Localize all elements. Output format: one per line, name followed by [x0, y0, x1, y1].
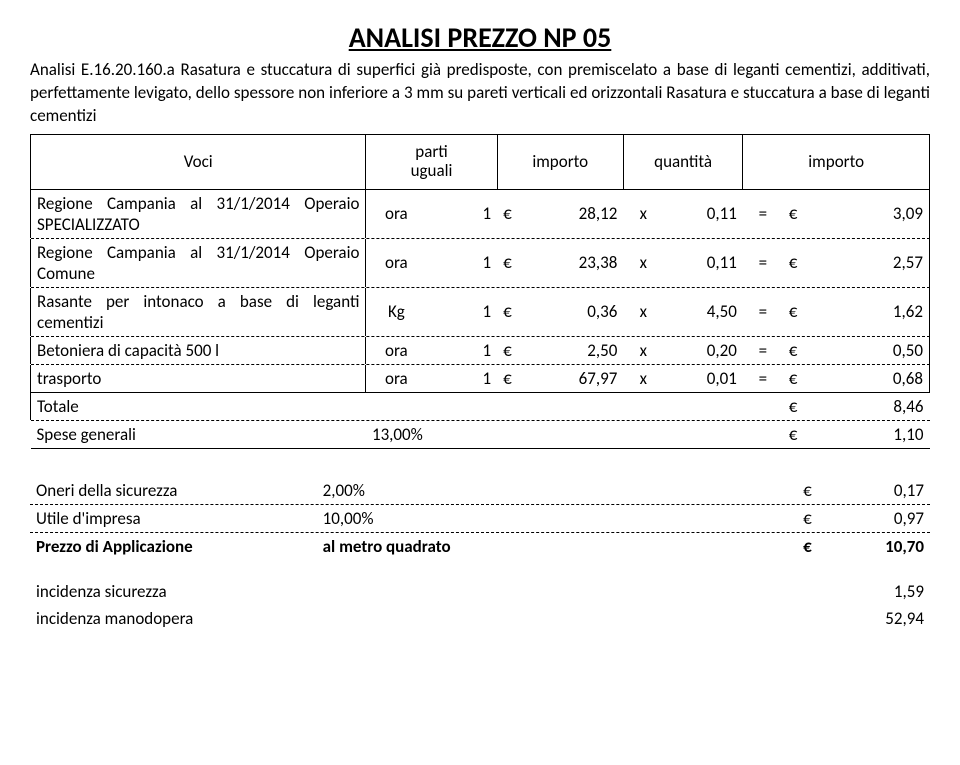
totale-label: Totale: [31, 392, 366, 420]
inc-sic-row: incidenza sicurezza 1,59: [30, 578, 930, 605]
utile-eur: €: [797, 505, 832, 532]
row-name: trasporto: [31, 365, 366, 393]
row-amt: 67,97: [530, 365, 623, 393]
oneri-eur: €: [797, 477, 832, 504]
table-row: Regione Campania al 31/1/2014 Operaio Co…: [31, 239, 930, 287]
oneri-row: Oneri della sicurezza 2,00% € 0,17: [30, 477, 930, 504]
prezzo-val: 10,70: [832, 533, 930, 560]
row-x: x: [623, 288, 663, 336]
row-pu: 1: [426, 288, 497, 336]
spese-pct: 13,00%: [366, 421, 530, 449]
oneri-label: Oneri della sicurezza: [30, 477, 317, 504]
table-row: trasporto ora 1 € 67,97 x 0,01 = € 0,68: [31, 365, 930, 393]
doc-description: Analisi E.16.20.160.a Rasatura e stuccat…: [30, 59, 930, 128]
spese-label: Spese generali: [31, 421, 366, 449]
row-eur2: €: [783, 288, 816, 336]
row-pu: 1: [426, 239, 497, 287]
totale-val: 8,46: [816, 392, 930, 420]
row-x: x: [623, 189, 663, 238]
utile-row: Utile d'impresa 10,00% € 0,97: [30, 505, 930, 532]
row-eq: =: [743, 288, 783, 336]
row-pu: 1: [426, 189, 497, 238]
row-name: Regione Campania al 31/1/2014 Operaio Co…: [31, 239, 366, 287]
row-qty: 0,11: [663, 239, 743, 287]
row-eq: =: [743, 189, 783, 238]
row-eur: €: [497, 239, 530, 287]
hdr-parti2: uguali: [411, 160, 453, 181]
row-x: x: [623, 239, 663, 287]
prezzo-desc: al metro quadrato: [317, 533, 797, 560]
row-qty: 0,01: [663, 365, 743, 393]
calc-table-2: Oneri della sicurezza 2,00% € 0,17 Utile…: [30, 477, 930, 560]
hdr-quantita: quantità: [623, 134, 743, 189]
utile-pct: 10,00%: [317, 505, 490, 532]
inc-man-val: 52,94: [829, 605, 930, 632]
spese-val: 1,10: [816, 421, 930, 449]
header-row: Voci parti uguali importo quantità impor…: [31, 134, 930, 189]
row-eq: =: [743, 239, 783, 287]
row-qty: 4,50: [663, 288, 743, 336]
row-eur: €: [497, 365, 530, 393]
row-x: x: [623, 337, 663, 364]
hdr-importo2: importo: [743, 134, 930, 189]
row-pu: 1: [426, 365, 497, 393]
row-unit: ora: [366, 365, 426, 393]
row-name: Regione Campania al 31/1/2014 Operaio SP…: [31, 189, 366, 238]
hdr-voci: Voci: [31, 134, 366, 189]
row-eur2: €: [783, 337, 816, 364]
row-eur: €: [497, 288, 530, 336]
prezzo-label: Prezzo di Applicazione: [30, 533, 317, 560]
row-x: x: [623, 365, 663, 393]
row-eur: €: [497, 189, 530, 238]
table-row: Betoniera di capacità 500 l ora 1 € 2,50…: [31, 337, 930, 364]
row-tot: 1,62: [816, 288, 930, 336]
row-unit: Kg: [366, 288, 426, 336]
row-eur2: €: [783, 239, 816, 287]
doc-title: ANALISI PREZZO NP 05: [30, 20, 930, 55]
row-qty: 0,11: [663, 189, 743, 238]
row-tot: 0,50: [816, 337, 930, 364]
spese-eur: €: [783, 421, 816, 449]
row-eur2: €: [783, 365, 816, 393]
oneri-pct: 2,00%: [317, 477, 490, 504]
row-unit: ora: [366, 189, 426, 238]
totale-eur: €: [783, 392, 816, 420]
table-row: Regione Campania al 31/1/2014 Operaio SP…: [31, 189, 930, 238]
row-eur2: €: [783, 189, 816, 238]
row-qty: 0,20: [663, 337, 743, 364]
prezzo-row: Prezzo di Applicazione al metro quadrato…: [30, 533, 930, 560]
row-name: Betoniera di capacità 500 l: [31, 337, 366, 364]
totale-row: Totale € 8,46: [31, 392, 930, 420]
hdr-parti: parti uguali: [366, 134, 497, 189]
utile-label: Utile d'impresa: [30, 505, 317, 532]
hdr-importo: importo: [497, 134, 623, 189]
row-amt: 23,38: [530, 239, 623, 287]
main-table: Voci parti uguali importo quantità impor…: [30, 134, 930, 449]
inc-sic-label: incidenza sicurezza: [30, 578, 829, 605]
spese-row: Spese generali 13,00% € 1,10: [31, 421, 930, 449]
inc-sic-val: 1,59: [829, 578, 930, 605]
utile-val: 0,97: [832, 505, 930, 532]
row-name: Rasante per intonaco a base di leganti c…: [31, 288, 366, 336]
row-tot: 2,57: [816, 239, 930, 287]
row-eq: =: [743, 365, 783, 393]
row-amt: 0,36: [530, 288, 623, 336]
row-amt: 28,12: [530, 189, 623, 238]
row-tot: 3,09: [816, 189, 930, 238]
row-eq: =: [743, 337, 783, 364]
row-amt: 2,50: [530, 337, 623, 364]
table-row: Rasante per intonaco a base di leganti c…: [31, 288, 930, 336]
calc-table-3: incidenza sicurezza 1,59 incidenza manod…: [30, 578, 930, 632]
row-tot: 0,68: [816, 365, 930, 393]
row-unit: ora: [366, 337, 426, 364]
row-unit: ora: [366, 239, 426, 287]
row-pu: 1: [426, 337, 497, 364]
prezzo-eur: €: [797, 533, 832, 560]
row-eur: €: [497, 337, 530, 364]
inc-man-label: incidenza manodopera: [30, 605, 829, 632]
inc-man-row: incidenza manodopera 52,94: [30, 605, 930, 632]
oneri-val: 0,17: [832, 477, 930, 504]
